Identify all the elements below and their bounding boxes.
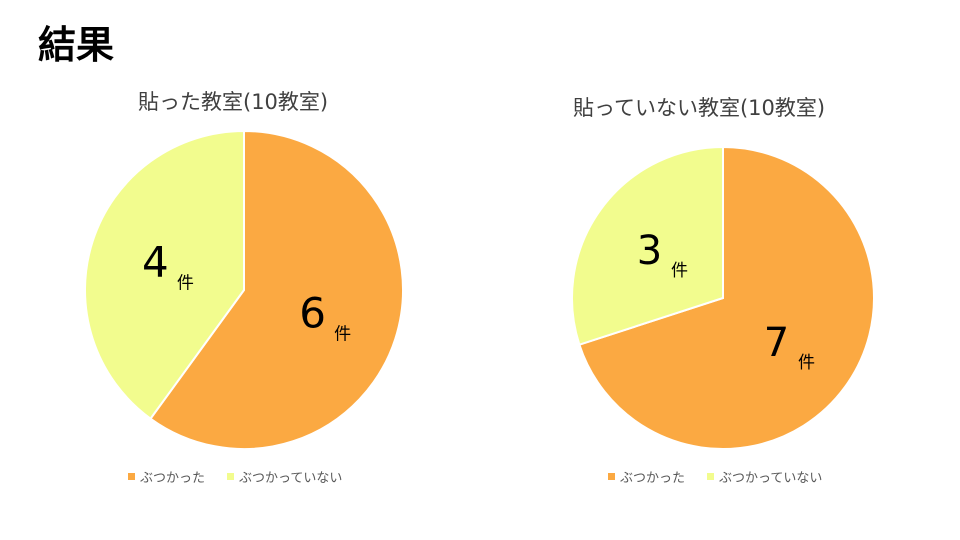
legend-label-not-hit: ぶつかっていない <box>719 471 823 486</box>
data-label-hit-value: 7 <box>764 320 789 366</box>
slice-hit <box>578 145 875 450</box>
legend-item-not-hit: ぶつかっていない <box>707 467 822 486</box>
data-label-hit-unit: 件 <box>798 353 815 373</box>
legend-label-not-hit: ぶつかっていない <box>239 471 343 486</box>
slice-not-hit <box>571 145 724 346</box>
legend-label-hit: ぶつかった <box>140 471 206 486</box>
pie-chart-left: 6 件4 件 <box>84 129 404 450</box>
data-label-hit-value: 6 <box>299 289 326 338</box>
legend-right: ぶつかった ぶつかっていない <box>608 467 822 486</box>
data-label-not-hit-value: 3 <box>637 228 662 274</box>
slide-title: 結果 <box>38 23 115 67</box>
slice-not-hit <box>84 129 245 421</box>
legend-swatch-not-hit <box>707 473 715 480</box>
data-label-not-hit-unit: 件 <box>177 273 194 293</box>
legend-item-hit: ぶつかった <box>128 467 205 486</box>
legend-swatch-hit <box>128 473 135 480</box>
pie-chart-right: 7 件3 件 <box>571 145 875 450</box>
data-label-hit-unit: 件 <box>334 325 351 345</box>
legend-left: ぶつかった ぶつかっていない <box>128 467 342 486</box>
data-label-not-hit-unit: 件 <box>671 261 688 281</box>
legend-item-hit: ぶつかった <box>608 467 685 486</box>
legend-swatch-not-hit <box>227 473 235 480</box>
legend-label-hit: ぶつかった <box>620 471 686 486</box>
slice-hit <box>149 129 404 450</box>
chart-title-left: 貼った教室(10教室) <box>138 90 329 114</box>
chart-title-right: 貼っていない教室(10教室) <box>573 96 826 120</box>
legend-swatch-hit <box>608 473 615 480</box>
data-label-not-hit-value: 4 <box>142 237 169 286</box>
legend-item-not-hit: ぶつかっていない <box>227 467 342 486</box>
